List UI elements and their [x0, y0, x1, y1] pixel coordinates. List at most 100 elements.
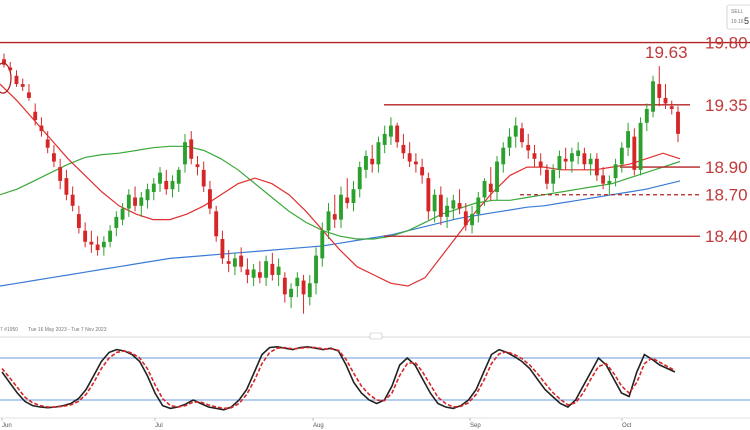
candle [463, 203, 468, 231]
candle [307, 274, 312, 306]
level-label-18.70: 18.70 [705, 186, 748, 205]
candle-body [20, 84, 25, 87]
candle [376, 136, 381, 173]
candle-body [451, 200, 456, 209]
candle-body [638, 122, 643, 170]
candle-body [320, 230, 325, 259]
candle [669, 100, 674, 115]
candle-body [114, 216, 119, 228]
candle-body [351, 189, 356, 204]
candle-body [176, 169, 181, 184]
candle [420, 158, 425, 184]
panel-resize-handle[interactable] [369, 332, 383, 340]
candle [576, 142, 581, 165]
candle [470, 205, 474, 234]
candle [264, 255, 269, 287]
range-prefix: 7 #1950 [0, 327, 18, 333]
candle-body [64, 178, 69, 195]
candle [326, 203, 331, 240]
ma-fast-line [0, 83, 681, 287]
candle-body [632, 136, 637, 170]
candle-body [133, 197, 137, 206]
candle [395, 122, 400, 148]
candle-body [183, 142, 187, 165]
candle-body [239, 255, 244, 267]
candle-body [463, 211, 468, 226]
candle [83, 222, 88, 248]
candle [520, 122, 524, 148]
candle [239, 247, 244, 273]
candle [613, 158, 618, 187]
candle-body [413, 161, 418, 165]
candle [2, 53, 6, 68]
candle [14, 70, 19, 87]
candle [214, 205, 219, 242]
candle [364, 150, 368, 179]
candle [507, 128, 512, 157]
candle [270, 252, 275, 281]
sell-price: 19.16 [731, 19, 744, 25]
candle-body [357, 167, 362, 190]
candle [532, 144, 537, 168]
candle [176, 167, 181, 192]
candle-body [270, 263, 275, 275]
candle [357, 161, 362, 198]
candle [588, 153, 593, 176]
candle-body [395, 125, 400, 143]
candle-body [563, 158, 568, 162]
candle-body [538, 161, 543, 168]
candle-body [2, 59, 6, 65]
candle-body [545, 169, 549, 184]
candle-body [27, 92, 31, 98]
candle-body [594, 158, 599, 176]
candle [45, 131, 50, 154]
ma-mid-line [0, 145, 681, 240]
level-label-18.40: 18.40 [705, 227, 748, 246]
candle-body [482, 180, 487, 198]
candle [569, 147, 574, 173]
candle-body [257, 272, 262, 278]
candle [139, 191, 144, 217]
candle-body [407, 153, 412, 162]
candle-body [445, 205, 450, 217]
candle [495, 156, 499, 201]
candle-body [426, 178, 431, 212]
candle-body [370, 158, 375, 165]
candle [663, 84, 668, 109]
candle [438, 186, 443, 226]
candle-body [307, 283, 312, 298]
candle [601, 167, 606, 190]
candle-body [364, 156, 368, 170]
candle [257, 261, 262, 284]
level-label-19.35: 19.35 [705, 96, 748, 115]
candle-body [158, 172, 162, 184]
candle-body [195, 164, 200, 168]
candle [320, 222, 325, 267]
candle-body [332, 214, 337, 220]
candle-body [226, 261, 231, 264]
candle [488, 167, 493, 201]
level-label-19.80: 19.80 [705, 34, 748, 53]
candle-body [669, 106, 674, 109]
trade-widget[interactable]: SELL 19.16 5 [726, 4, 750, 30]
candle-body [626, 131, 631, 148]
candle [339, 186, 343, 228]
candle-body [201, 169, 206, 187]
candle [64, 169, 69, 201]
candle [245, 258, 250, 284]
candle [195, 156, 200, 176]
candle [282, 272, 287, 303]
candle-body [95, 244, 100, 251]
candle-body [139, 197, 144, 206]
candle-body [14, 75, 19, 85]
candle [295, 272, 300, 298]
candle [27, 84, 31, 101]
candle [114, 211, 119, 237]
stochastic-oscillator [0, 345, 750, 411]
candle [158, 167, 162, 192]
candle [563, 147, 568, 170]
candle [101, 236, 106, 256]
ma-slow-line [0, 180, 681, 287]
candle [126, 189, 131, 217]
